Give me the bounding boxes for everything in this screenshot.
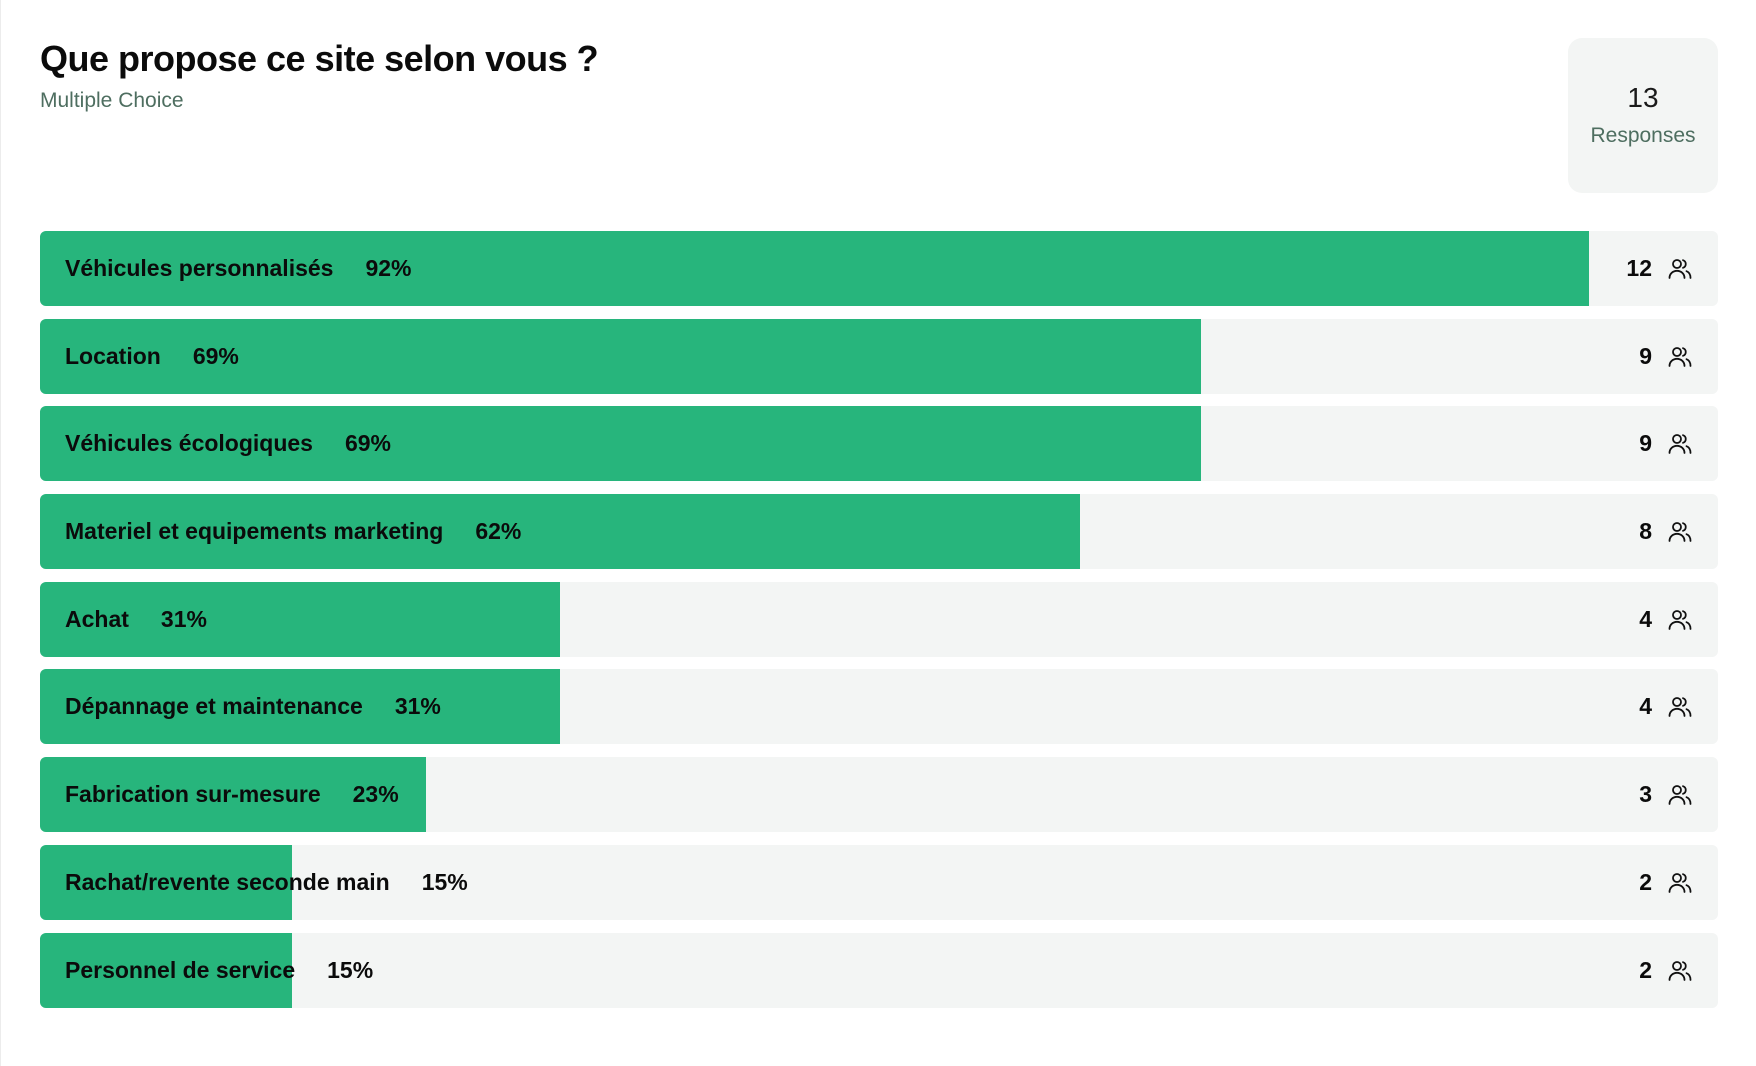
answer-bar-fill [40, 757, 426, 833]
answer-count: 3 [1639, 781, 1652, 808]
answer-bar-fill [40, 669, 561, 745]
users-icon [1667, 870, 1693, 896]
answer-row: Personnel de service 15% 2 [40, 932, 1718, 1008]
answer-label: Location [65, 342, 161, 369]
answer-label: Véhicules écologiques [65, 430, 313, 457]
answer-percent: 69% [344, 430, 392, 457]
answer-label-group: Achat 31% [65, 582, 207, 657]
answer-bar-fill [40, 406, 1202, 482]
answer-bar-fill [40, 494, 1081, 570]
answer-bar-fill [40, 318, 1202, 394]
answer-count: 8 [1639, 518, 1652, 545]
answer-count: 12 [1626, 255, 1652, 281]
answer-label-group: Véhicules écologiques 69% [65, 406, 391, 481]
answer-row: Location 69% 9 [40, 318, 1718, 394]
responses-summary: 13 Responses [1568, 38, 1718, 193]
answer-label-group: Materiel et equipements marketing 62% [65, 494, 521, 569]
responses-label: Responses [1590, 124, 1696, 147]
answer-percent: 23% [352, 781, 399, 808]
responses-count: 13 [1627, 82, 1659, 113]
users-icon [1667, 782, 1693, 808]
answer-list: Véhicules personnalisés 92% 12 Location 69% 9… [40, 231, 1718, 1020]
answer-row: Véhicules personnalisés 92% 12 [40, 231, 1718, 306]
answer-row: Véhicules écologiques 69% 9 [40, 406, 1718, 482]
answer-label: Fabrication sur-mesure [65, 781, 321, 808]
answer-label-group: Location 69% [65, 319, 239, 394]
answer-percent: 15% [327, 956, 374, 983]
answer-count: 4 [1639, 605, 1652, 632]
answer-label: Achat [65, 605, 129, 632]
answer-row: Achat 31% 4 [40, 581, 1718, 657]
users-icon [1667, 344, 1693, 370]
answer-row: Fabrication sur-mesure 23% 3 [40, 757, 1718, 833]
answer-count: 9 [1639, 430, 1652, 457]
answer-percent: 92% [365, 255, 412, 281]
answer-count: 4 [1639, 693, 1652, 720]
answer-bar-fill [40, 844, 292, 920]
answer-bar-fill [40, 231, 1589, 306]
users-icon [1667, 519, 1693, 545]
answer-count: 2 [1639, 956, 1652, 983]
answer-label-group: Personnel de service 15% [65, 933, 373, 1008]
answer-percent: 31% [160, 605, 207, 632]
answer-count: 2 [1639, 868, 1652, 895]
answer-label-group: Fabrication sur-mesure 23% [65, 757, 399, 832]
answer-percent: 69% [192, 342, 239, 369]
answer-label-group: Véhicules personnalisés 92% [65, 231, 412, 306]
answer-label-group: Rachat/revente seconde main 15% [65, 845, 468, 920]
answer-label: Rachat/revente seconde main [65, 868, 390, 895]
question-type: Multiple Choice [40, 89, 184, 112]
answer-percent: 62% [475, 518, 522, 545]
answer-row: Dépannage et maintenance 31% 4 [40, 669, 1718, 745]
users-icon [1667, 431, 1693, 457]
answer-label-group: Dépannage et maintenance 31% [65, 669, 441, 744]
question-title: Que propose ce site selon vous ? [40, 38, 599, 79]
answer-label: Dépannage et maintenance [65, 693, 363, 720]
users-icon [1667, 694, 1693, 720]
answer-label: Materiel et equipements marketing [65, 518, 444, 545]
users-icon [1667, 256, 1693, 282]
users-icon [1667, 607, 1693, 633]
answer-row: Materiel et equipements marketing 62% 8 [40, 494, 1718, 570]
users-icon [1667, 958, 1693, 984]
answer-label: Personnel de service [65, 956, 296, 983]
answer-bar-fill [40, 932, 292, 1008]
answer-percent: 15% [421, 868, 468, 895]
answer-bar-fill [40, 581, 561, 657]
answer-count: 9 [1639, 342, 1652, 369]
answer-percent: 31% [394, 693, 441, 720]
answer-row: Rachat/revente seconde main 15% 2 [40, 844, 1718, 920]
answer-label: Véhicules personnalisés [65, 255, 334, 281]
